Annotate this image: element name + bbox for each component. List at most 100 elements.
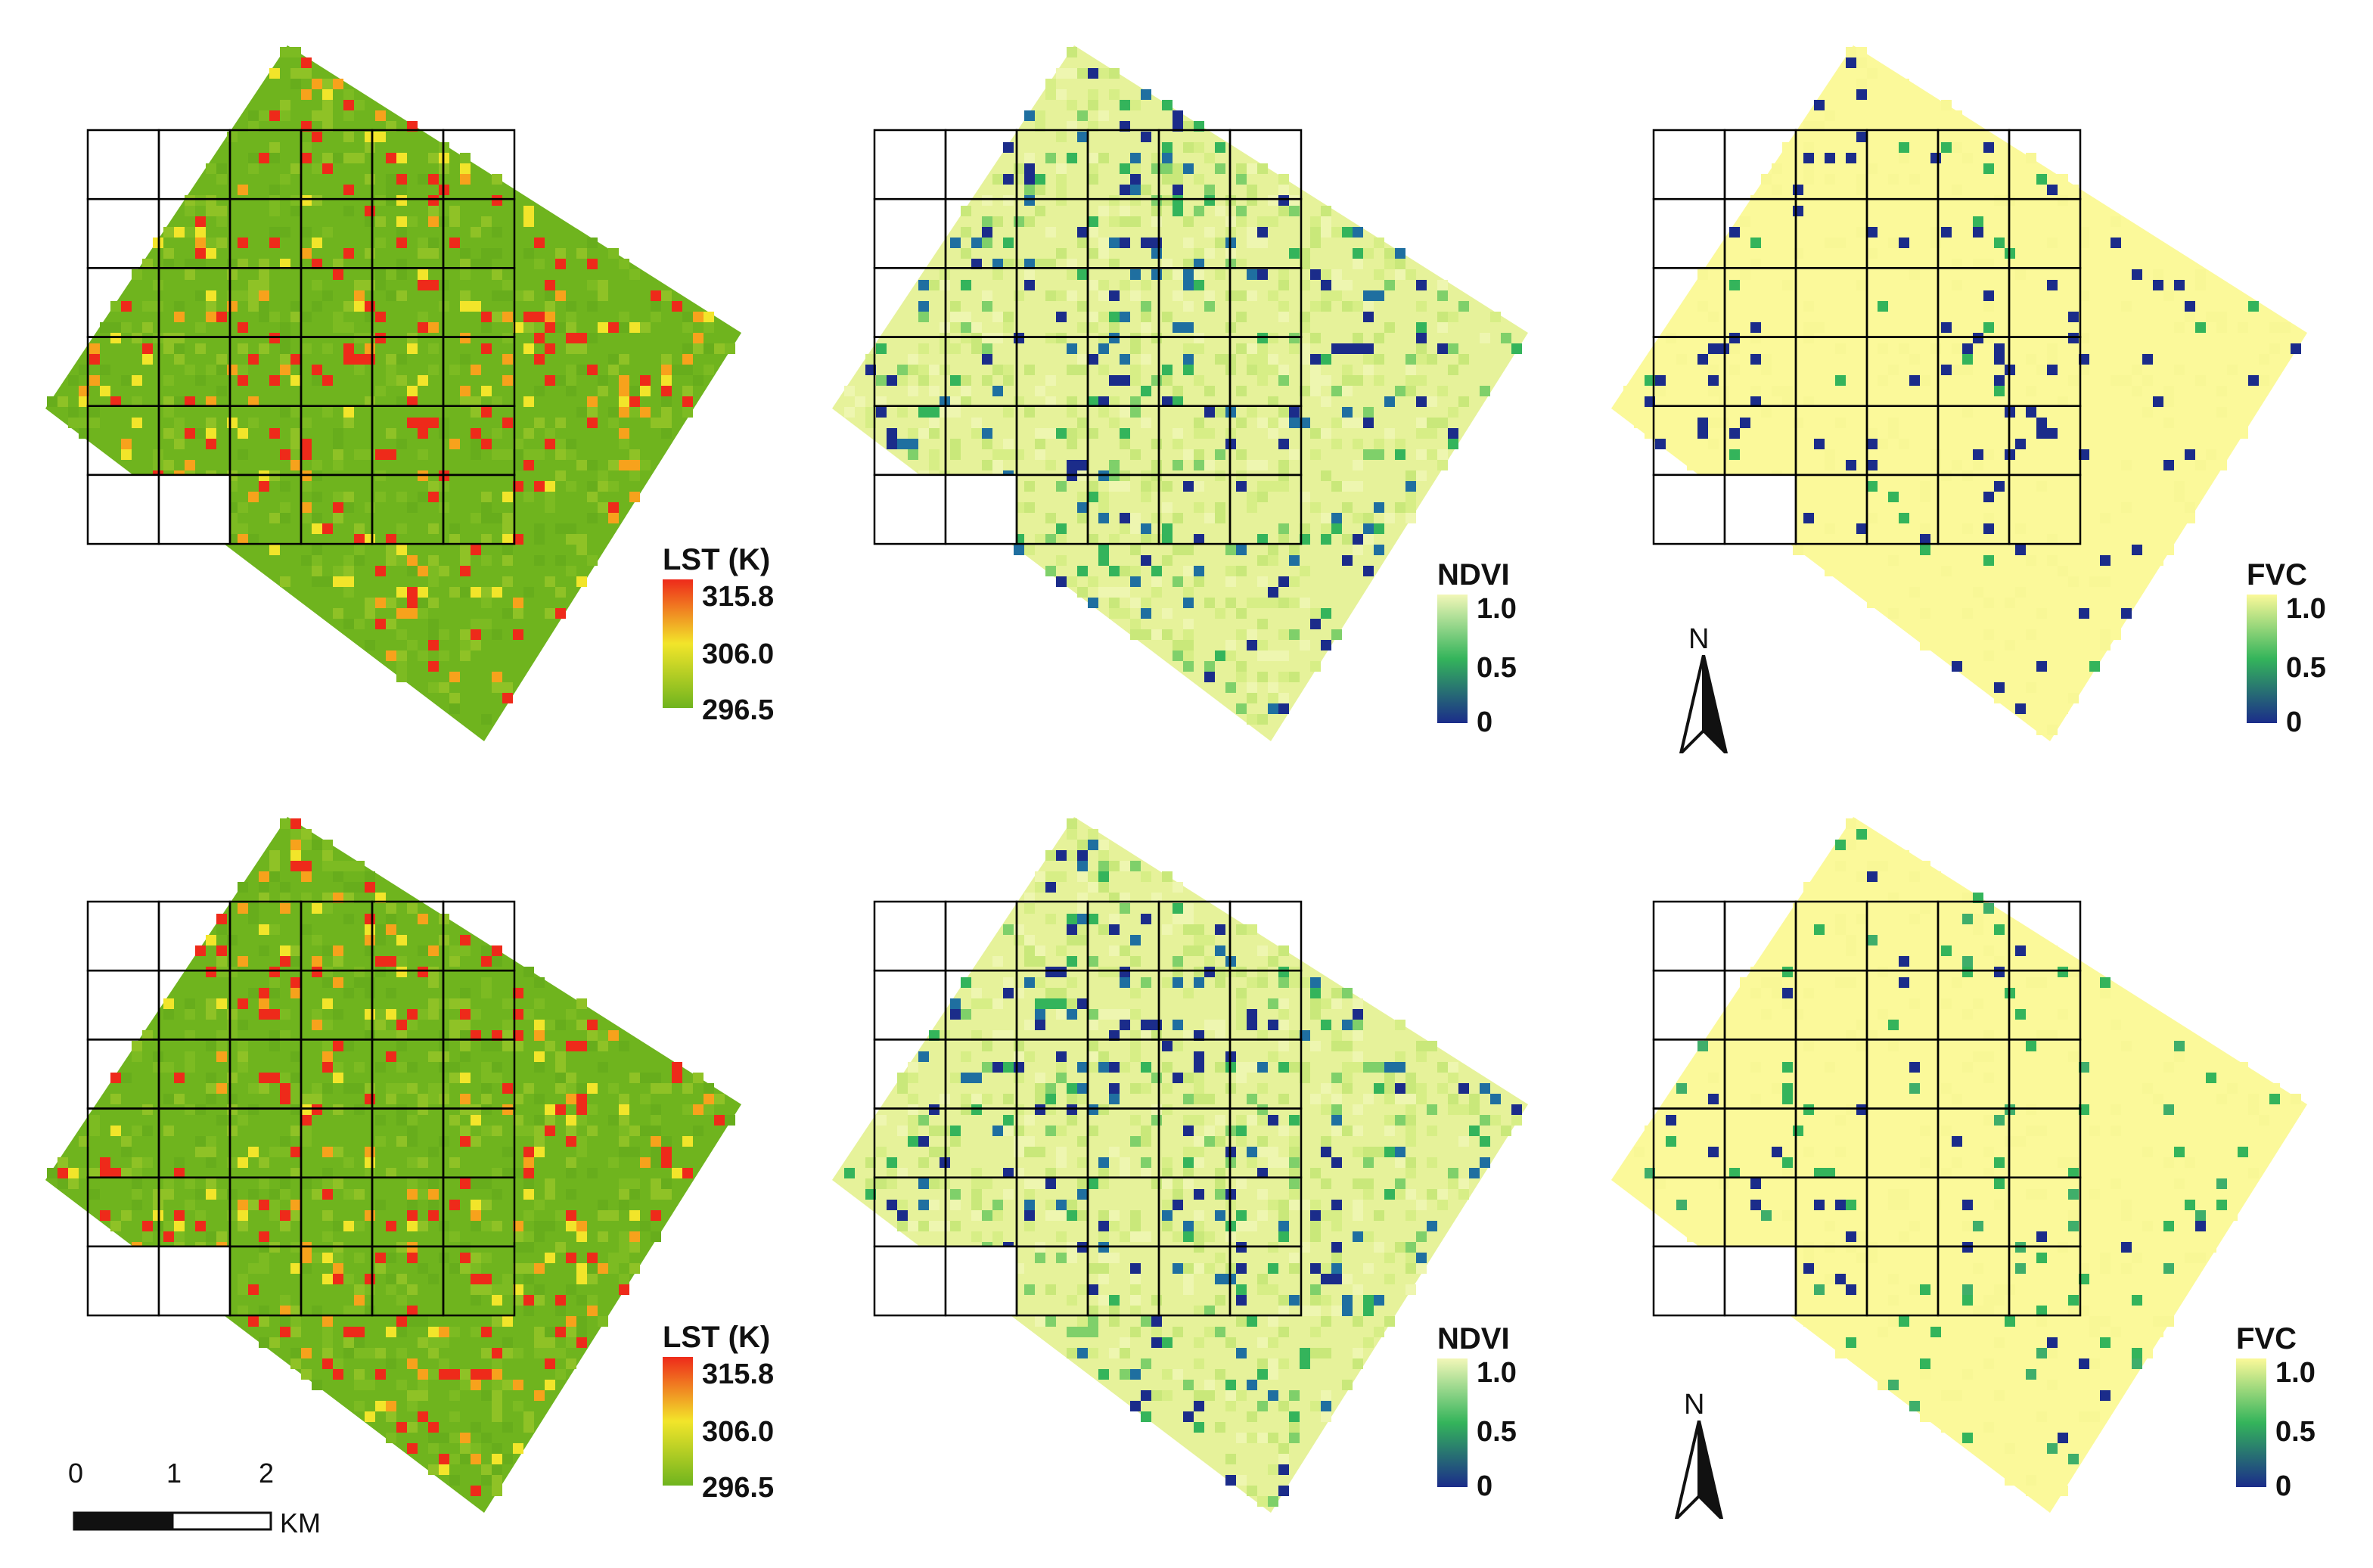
- raster-cell: [1363, 248, 1374, 259]
- raster-cell: [1109, 1147, 1120, 1157]
- raster-cell: [1708, 312, 1719, 322]
- raster-cell: [523, 587, 534, 598]
- raster-cell: [1983, 333, 1994, 343]
- raster-cell: [587, 333, 598, 343]
- raster-cell: [1109, 861, 1120, 871]
- raster-cell: [1268, 1263, 1278, 1274]
- raster-cell: [2058, 174, 2068, 185]
- raster-cell: [1120, 407, 1130, 418]
- raster-cell: [1257, 576, 1268, 587]
- raster-cell: [185, 1178, 195, 1189]
- raster-cell: [1761, 1210, 1772, 1221]
- raster-cell: [471, 619, 481, 629]
- raster-cell: [1962, 1231, 1973, 1242]
- raster-cell: [1846, 1147, 1856, 1157]
- raster-cell: [407, 1009, 418, 1020]
- raster-cell: [1289, 1115, 1300, 1126]
- raster-cell: [2015, 1221, 2026, 1231]
- raster-cell: [1247, 693, 1257, 703]
- raster-cell: [280, 343, 290, 354]
- raster-cell: [1353, 343, 1363, 354]
- raster-cell: [354, 1062, 365, 1073]
- raster-cell: [1878, 1147, 1888, 1157]
- raster-cell: [2132, 365, 2142, 375]
- raster-cell: [57, 396, 68, 407]
- raster-cell: [1120, 100, 1130, 110]
- raster-cell: [1173, 956, 1183, 967]
- raster-cell: [460, 566, 471, 576]
- raster-cell: [365, 333, 375, 343]
- raster-cell: [2248, 301, 2259, 312]
- raster-cell: [185, 428, 195, 439]
- raster-cell: [1803, 396, 1814, 407]
- raster-cell: [1098, 871, 1109, 882]
- raster-cell: [1363, 1337, 1374, 1348]
- raster-cell: [163, 248, 174, 259]
- raster-cell: [2100, 1390, 2111, 1401]
- raster-cell: [1204, 1020, 1215, 1030]
- raster-cell: [396, 439, 407, 449]
- raster-cell: [1289, 1411, 1300, 1422]
- raster-cell: [2111, 1200, 2121, 1210]
- raster-cell: [534, 534, 545, 545]
- raster-cell: [1151, 1390, 1162, 1401]
- raster-cell: [1983, 1136, 1994, 1147]
- raster-cell: [216, 238, 227, 248]
- raster-cell: [2132, 1327, 2142, 1337]
- raster-cell: [1825, 893, 1835, 903]
- raster-cell: [1278, 365, 1289, 375]
- raster-cell: [1825, 492, 1835, 502]
- raster-cell: [1867, 882, 1878, 893]
- raster-cell: [1247, 407, 1257, 418]
- raster-cell: [428, 216, 439, 227]
- raster-cell: [704, 1094, 714, 1104]
- raster-cell: [386, 1009, 396, 1020]
- raster-cell: [386, 1168, 396, 1178]
- raster-cell: [2100, 1316, 2111, 1327]
- raster-cell: [238, 185, 248, 195]
- raster-cell: [1141, 608, 1151, 619]
- raster-cell: [238, 259, 248, 269]
- raster-cell: [1941, 227, 1952, 238]
- raster-cell: [2036, 1284, 2047, 1295]
- raster-cell: [1634, 1147, 1645, 1157]
- raster-cell: [2068, 693, 2079, 703]
- raster-cell: [502, 1147, 513, 1157]
- raster-cell: [1120, 238, 1130, 248]
- raster-cell: [238, 1051, 248, 1062]
- raster-cell: [396, 1316, 407, 1327]
- raster-cell: [1236, 1020, 1247, 1030]
- raster-cell: [566, 1358, 576, 1369]
- raster-cell: [57, 1157, 68, 1168]
- raster-cell: [1687, 1094, 1697, 1104]
- grid-cell: [1652, 129, 1726, 200]
- raster-cell: [2132, 280, 2142, 290]
- raster-cell: [1793, 248, 1803, 259]
- raster-cell: [1793, 1009, 1803, 1020]
- raster-cell: [280, 1083, 290, 1094]
- raster-cell: [2195, 1221, 2206, 1231]
- fvc-raster: [1611, 817, 2307, 1513]
- raster-cell: [2153, 492, 2163, 502]
- raster-cell: [545, 343, 555, 354]
- raster-cell: [566, 1041, 576, 1051]
- raster-cell: [2121, 375, 2132, 386]
- raster-cell: [418, 492, 428, 502]
- raster-cell: [1077, 1327, 1088, 1337]
- raster-cell: [1077, 1157, 1088, 1168]
- raster-cell: [1994, 418, 2005, 428]
- raster-cell: [950, 238, 961, 248]
- north-arrow-bottom: N: [1669, 1390, 1729, 1519]
- raster-cell: [1353, 301, 1363, 312]
- raster-cell: [950, 998, 961, 1009]
- raster-cell: [1909, 914, 1920, 924]
- raster-cell: [1899, 861, 1909, 871]
- raster-cell: [1173, 174, 1183, 185]
- raster-cell: [1835, 428, 1846, 439]
- raster-cell: [1056, 312, 1067, 322]
- raster-cell: [375, 1348, 386, 1358]
- raster-cell: [1331, 1041, 1342, 1051]
- raster-cell: [2174, 1274, 2185, 1284]
- raster-cell: [269, 1200, 280, 1210]
- raster-cell: [2058, 1486, 2068, 1496]
